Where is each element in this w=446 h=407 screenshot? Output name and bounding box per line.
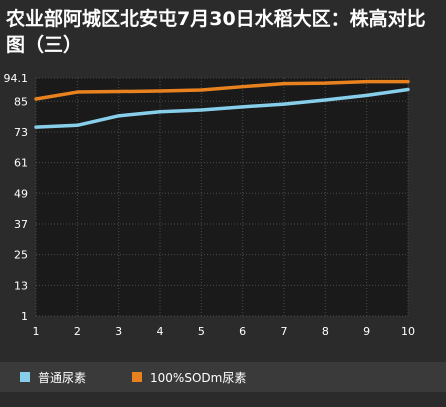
y-tick-label: 49: [14, 187, 28, 200]
gridlines: [35, 77, 409, 317]
x-tick-label: 10: [401, 325, 415, 338]
x-tick-label: 4: [157, 325, 164, 338]
plot-area: [36, 78, 408, 316]
legend-item-series-2: 100%SODm尿素: [132, 369, 246, 386]
series-lines: [34, 79, 410, 129]
y-tick-label: 85: [14, 95, 28, 108]
legend-label: 100%SODm尿素: [150, 370, 247, 385]
y-tick-label: 1: [21, 310, 28, 323]
x-tick-label: 1: [33, 325, 40, 338]
y-tick-label: 37: [14, 218, 28, 231]
y-tick-label: 61: [14, 157, 28, 170]
x-tick-label: 6: [239, 325, 246, 338]
y-tick-label: 25: [14, 249, 28, 262]
x-tick-label: 5: [198, 325, 205, 338]
legend-label: 普通尿素: [38, 370, 87, 385]
y-axis-tick-labels: 94.1 85 73 61 49 37 25 13 1: [4, 72, 29, 323]
x-axis-tick-labels: 1 2 3 4 5 6 7 8 9 10: [33, 325, 416, 338]
y-tick-label: 73: [14, 126, 28, 139]
line-chart: 94.1 85 73 61 49 37 25 13 1 1 2 3 4 5 6 7 8 9 10: [4, 72, 416, 338]
x-tick-label: 3: [115, 325, 122, 338]
legend-swatch: [20, 372, 30, 382]
y-tick-label: 13: [14, 279, 28, 292]
series-line-1: [34, 87, 410, 129]
chart-title: 农业部阿城区北安屯7月30日水稻大区：株高对比图（三）: [6, 8, 426, 56]
x-tick-label: 8: [322, 325, 329, 338]
x-tick-label: 2: [74, 325, 81, 338]
x-tick-label: 9: [363, 325, 370, 338]
legend-swatch: [132, 372, 143, 382]
series-line-2: [34, 79, 410, 101]
legend-item-series-1: 普通尿素: [20, 369, 86, 386]
x-tick-label: 7: [281, 325, 288, 338]
legend: 普通尿素 100%SODm尿素: [0, 362, 446, 392]
y-tick-label: 94.1: [4, 72, 29, 85]
